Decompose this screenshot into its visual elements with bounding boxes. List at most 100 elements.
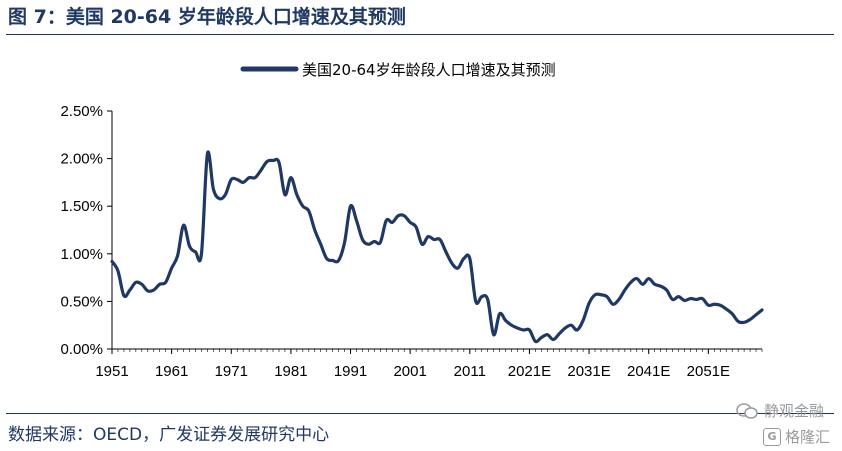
data-point [630, 281, 632, 283]
data-point [296, 194, 298, 196]
data-point [290, 176, 292, 178]
data-point [737, 320, 739, 322]
data-point [188, 245, 190, 247]
watermark-brand: G 格隆汇 [762, 426, 830, 447]
data-point [230, 178, 232, 180]
data-point [725, 308, 727, 310]
legend-label: 美国20-64岁年龄段人口增速及其预测 [302, 61, 556, 79]
data-point [528, 329, 530, 331]
data-point [349, 205, 351, 207]
data-point [355, 219, 357, 221]
data-point [463, 257, 465, 259]
data-point [665, 289, 667, 291]
data-point [314, 229, 316, 231]
data-point [636, 277, 638, 279]
data-point [111, 260, 113, 262]
data-point [379, 241, 381, 243]
data-point [391, 221, 393, 223]
data-point [648, 277, 650, 279]
data-point [749, 318, 751, 320]
data-point [337, 259, 339, 261]
y-tick-label: 2.00% [60, 151, 103, 168]
x-tick-label: 2031E [567, 363, 610, 380]
data-point [308, 210, 310, 212]
data-point [510, 324, 512, 326]
data-point [540, 336, 542, 338]
x-tick-label: 1971 [215, 363, 248, 380]
data-point [320, 243, 322, 245]
data-point [457, 267, 459, 269]
data-point [606, 295, 608, 297]
data-point [504, 319, 506, 321]
data-point [331, 259, 333, 261]
data-point [492, 334, 494, 336]
y-axis: 0.00% 0.50% 1.00% 1.50% 2.00% 2.50% [60, 103, 113, 358]
data-point [546, 334, 548, 336]
chart-legend: 美国20-64岁年龄段人口增速及其预测 [240, 61, 556, 79]
data-point [481, 295, 483, 297]
watermark-account: 静观金融 [736, 400, 824, 421]
data-point [141, 283, 143, 285]
data-point [701, 297, 703, 299]
data-point [272, 159, 274, 161]
data-point [409, 221, 411, 223]
data-point [433, 238, 435, 240]
watermark: 静观金融 G 格隆汇 [674, 396, 834, 450]
data-point [278, 161, 280, 163]
data-point [367, 243, 369, 245]
data-point [129, 289, 131, 291]
data-point [176, 255, 178, 257]
data-point [182, 224, 184, 226]
data-point [743, 321, 745, 323]
data-point [642, 283, 644, 285]
data-point [755, 314, 757, 316]
data-point [612, 303, 614, 305]
plot-area [110, 150, 764, 344]
data-point [552, 338, 554, 340]
data-point [123, 294, 125, 296]
x-axis: 1951 1961 1971 1981 1991 2001 2011 2021E 2031E 20… [95, 348, 763, 380]
data-point [164, 281, 166, 283]
data-point [117, 270, 119, 272]
y-tick-label: 0.00% [60, 341, 103, 358]
data-point [361, 238, 363, 240]
data-point [284, 194, 286, 196]
data-point [564, 327, 566, 329]
title-divider [6, 34, 834, 35]
data-point [421, 243, 423, 245]
data-point [618, 298, 620, 300]
data-point [719, 304, 721, 306]
data-point [486, 298, 488, 300]
data-point [671, 298, 673, 300]
data-point [516, 327, 518, 329]
data-point [689, 297, 691, 299]
data-point [570, 324, 572, 326]
data-point [558, 333, 560, 335]
data-point [224, 194, 226, 196]
data-point [695, 298, 697, 300]
data-point [445, 251, 447, 253]
data-point [385, 219, 387, 221]
data-point [212, 188, 214, 190]
data-point [713, 303, 715, 305]
data-point [194, 251, 196, 253]
source-divider [6, 413, 834, 414]
x-tick-label: 1951 [95, 363, 128, 380]
x-tick-label: 1981 [274, 363, 307, 380]
data-point [415, 226, 417, 228]
data-point [147, 290, 149, 292]
data-point [439, 238, 441, 240]
data-point [135, 281, 137, 283]
data-point [403, 215, 405, 217]
data-point [200, 253, 202, 255]
data-point [373, 240, 375, 242]
x-tick-label: 2041E [627, 363, 670, 380]
data-point [236, 178, 238, 180]
x-tick-label: 2001 [393, 363, 426, 380]
data-point [576, 329, 578, 331]
x-tick-label: 2021E [508, 363, 551, 380]
data-point [534, 340, 536, 342]
data-point [159, 283, 161, 285]
data-point [242, 181, 244, 183]
